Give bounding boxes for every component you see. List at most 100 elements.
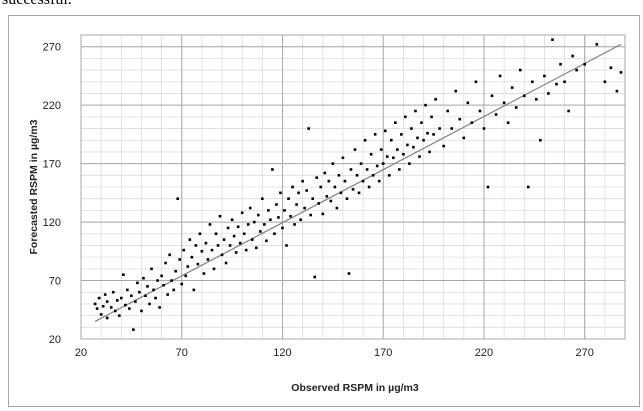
scatter-point [432,133,435,136]
scatter-point [198,232,202,236]
scatter-point [156,279,159,282]
scatter-point [236,225,240,229]
scatter-point [124,303,127,307]
scatter-point [406,143,409,147]
scatter-point [337,174,341,177]
scatter-point [257,213,260,217]
scatter-point [385,155,389,158]
scatter-point [389,138,393,142]
scatter-point [202,272,206,275]
x-axis-title: Observed RSPM in µg/m3 [291,382,419,394]
scatter-point [426,131,429,135]
scatter-point [287,197,290,200]
scatter-point [95,307,99,310]
scatter-point [271,168,274,171]
scatter-point [136,281,139,285]
scatter-point [547,92,550,95]
scatter-point [174,269,177,273]
scatter-point [226,226,230,230]
scatter-point [383,129,387,133]
scatter-point [303,206,306,210]
scatter-point [113,309,117,313]
scatter-point [381,162,385,165]
scatter-point [474,80,478,84]
scatter-point [283,209,286,212]
scatter-point [414,109,417,113]
scatter-point [172,288,175,292]
scatter-point [531,80,534,84]
trendline-layer [94,43,622,322]
y-tick-label: 170 [43,159,61,171]
scatter-point [470,121,474,124]
scatter-point [398,168,401,171]
scatter-point [101,304,105,308]
scatter-point [319,185,323,189]
scatter-point [609,66,613,70]
scatter-point [466,101,470,105]
y-tick-label: 220 [43,100,61,112]
scatter-point [424,103,427,107]
scatter-point [575,68,578,72]
scatter-point [391,156,395,160]
scatter-point [408,162,411,165]
chart-frame: 20 70 120 170 220 270 20 70 120 170 220 270 Observe… [8,15,640,407]
scatter-point [351,188,355,191]
scatter-point [130,294,133,298]
scatter-point [355,174,359,177]
scatter-point [148,302,151,306]
scatter-point [150,267,153,271]
x-tick-label: 270 [576,347,594,359]
scatter-point [259,230,262,233]
scatter-point [418,155,421,158]
scatter-point [311,197,315,200]
scatter-point [144,294,147,298]
scatter-point [404,115,407,119]
scatter-point [299,218,302,222]
scatter-point [250,238,254,241]
scatter-point [275,203,278,206]
scatter-point [119,296,123,300]
scatter-point [138,290,141,294]
scatter-point [246,223,250,226]
scatter-point [396,148,399,151]
scatter-point [115,299,119,302]
scatter-point [204,241,208,245]
scatter-point [434,98,437,101]
scatter-point [315,176,319,179]
x-tick-label: 70 [176,347,188,359]
scatter-point [214,232,218,236]
scatter-point [343,179,347,183]
y-axis-title: Forecasted RSPM in µg/m3 [28,119,40,254]
scatter-point [291,185,294,189]
scatter-point [583,62,587,66]
scatter-point [212,267,216,271]
scatter-point [154,296,157,300]
scatter-point [192,288,196,292]
scatter-point [265,239,268,243]
scatter-point [410,127,413,130]
scatter-point [252,220,256,224]
scatter-point [234,251,238,254]
scatter-point [416,136,419,140]
scatter-point [206,258,210,261]
scatter-point [128,307,131,310]
scatter-point [394,121,397,124]
points-layer [93,38,623,331]
scatter-point [367,185,371,189]
scatter-point [176,197,180,200]
scatter-point [267,209,270,212]
scatter-point [228,244,232,247]
scatter-point [438,127,441,130]
scatter-point [170,279,173,282]
scatter-point [375,164,379,168]
scatter-point [140,309,143,313]
scatter-point [377,179,381,183]
x-tick-label: 20 [75,347,87,359]
grid-layer [80,34,626,340]
scatter-point [103,293,107,296]
scatter-point [184,274,188,278]
scatter-point [526,185,530,189]
scatter-point [313,275,317,279]
scatter-point [305,189,308,192]
scatter-point [563,80,566,84]
